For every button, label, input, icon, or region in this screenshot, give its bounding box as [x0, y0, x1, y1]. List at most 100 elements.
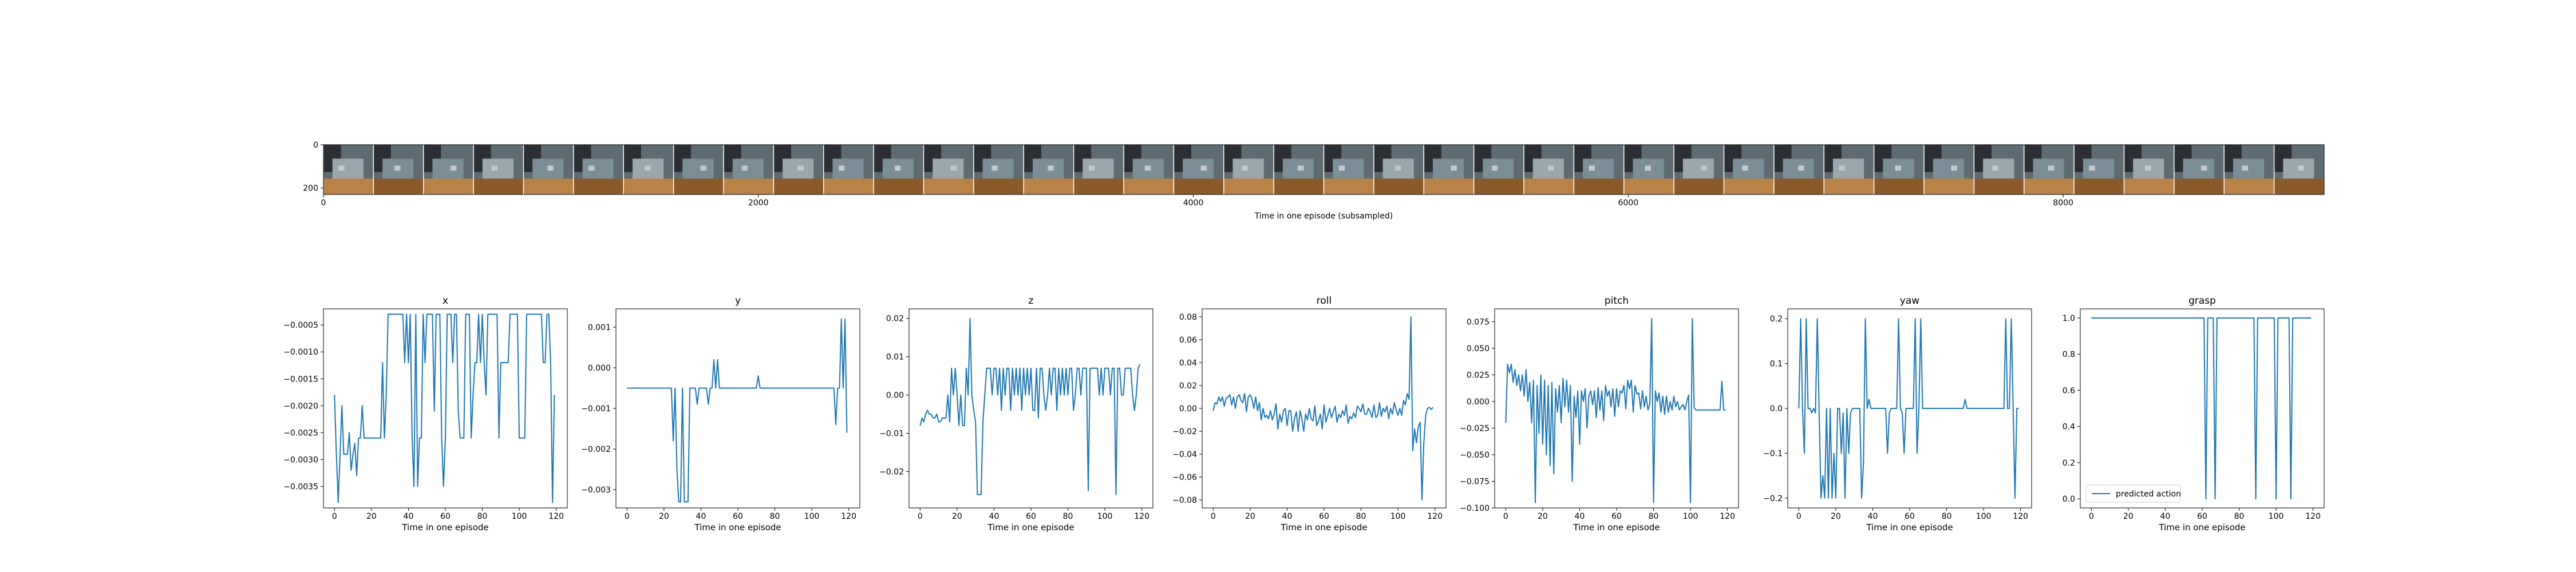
x-tick-label: 20: [659, 512, 669, 521]
episode-frame-thumbnail: [1423, 145, 1475, 194]
frame-bin: [2233, 158, 2265, 180]
frame-bin: [1082, 158, 1114, 180]
frame-bin: [482, 158, 514, 180]
frame-bin: [1583, 158, 1614, 180]
x-tick-label: 40: [2160, 512, 2171, 521]
frame-object: [1088, 165, 1095, 171]
frame-floor: [1323, 178, 1374, 194]
plot-frame: [615, 308, 860, 509]
x-tick-label: 100: [2269, 512, 2284, 521]
frame-bin: [832, 158, 864, 180]
x-tick-label: 80: [1356, 512, 1366, 521]
x-tick-label: 120: [2013, 512, 2028, 521]
frame-object: [1451, 165, 1457, 171]
x-tick-label: 120: [548, 512, 564, 521]
frame-floor: [1724, 178, 1775, 194]
strip-x-tick-label: 6000: [1618, 198, 1639, 208]
x-tick-label: 100: [804, 512, 820, 521]
frame-floor: [1473, 178, 1524, 194]
y-tick-label: −0.08: [1172, 496, 1197, 505]
x-tick-label: 80: [1942, 512, 1952, 521]
frame-bin: [1483, 158, 1514, 180]
frame-bin: [332, 158, 364, 180]
frame-bin: [732, 158, 764, 180]
x-tick-label: 0: [1211, 512, 1216, 521]
y-tick-label: 0.8: [2063, 350, 2075, 359]
x-tick-label: 100: [1097, 512, 1113, 521]
frame-object: [797, 165, 804, 171]
x-tick-label: 40: [1868, 512, 1878, 521]
x-tick-label: 20: [366, 512, 377, 521]
series-line: [2091, 317, 2312, 500]
y-tick-label: 0.01: [886, 353, 904, 362]
y-tick-label: 0.000: [1467, 398, 1490, 407]
frame-floor: [2224, 178, 2275, 194]
episode-frame-thumbnail: [923, 145, 974, 194]
y-tick-label: −0.0030: [283, 455, 318, 464]
episode-frame-thumbnail: [2073, 145, 2124, 194]
y-tick-label: −0.0025: [283, 428, 318, 438]
series-line: [1505, 317, 1726, 503]
x-tick-label: 80: [770, 512, 780, 521]
episode-frame-thumbnail: [1173, 145, 1224, 194]
frame-object: [1298, 165, 1304, 171]
x-tick-label: 0: [918, 512, 923, 521]
plot-frame: [2080, 308, 2325, 509]
y-tick-label: −0.002: [581, 445, 611, 454]
y-tick-label: 0.050: [1467, 344, 1490, 353]
frame-object: [894, 165, 901, 171]
x-tick-label: 40: [696, 512, 706, 521]
x-tick-label: 100: [1683, 512, 1698, 521]
legend-box: [2085, 484, 2181, 503]
x-tick-label: 0: [1796, 512, 1801, 521]
frame-floor: [2124, 178, 2175, 194]
y-tick-label: −0.0015: [283, 375, 318, 384]
episode-frame-thumbnail: [1673, 145, 1724, 194]
frame-object: [838, 165, 845, 171]
panel-z: z 0 20 40 60 80 100 120 −0.02 −0.01 0.00 0.01 0.02 Ti…: [879, 295, 1153, 533]
y-tick-label: 0.6: [2063, 386, 2075, 395]
frame-object: [2048, 165, 2055, 171]
episode-frame-thumbnail: [1773, 145, 1824, 194]
frame-floor: [323, 178, 374, 194]
y-tick-label: −0.06: [1172, 473, 1197, 482]
x-tick-label: 20: [952, 512, 962, 521]
frame-object: [450, 165, 457, 171]
frame-floor: [1574, 178, 1625, 194]
legend: predicted action: [2085, 484, 2181, 503]
panel-title: roll: [1317, 295, 1332, 307]
y-tick-label: 0.00: [886, 391, 904, 400]
plot-frame: [1202, 308, 1447, 509]
frame-object: [338, 165, 345, 171]
strip-x-tick-label: 2000: [748, 198, 769, 208]
y-tick-label: 0.1: [1770, 360, 1783, 369]
episode-frame-thumbnail: [873, 145, 924, 194]
frame-floor: [1623, 178, 1674, 194]
plot-frame: [323, 308, 568, 509]
x-tick-label: 120: [2305, 512, 2321, 521]
frame-object: [1645, 165, 1651, 171]
frame-object: [1200, 165, 1207, 171]
series-line: [919, 317, 1141, 495]
frame-floor: [1223, 178, 1274, 194]
frame-object: [547, 165, 554, 171]
y-tick-label: 0.04: [1179, 359, 1197, 368]
strip-frame: [323, 144, 2325, 195]
frame-floor: [673, 178, 724, 194]
episode-frame-thumbnail: [1473, 145, 1524, 194]
y-tick-label: 0.02: [886, 315, 904, 324]
episode-frame-thumbnail: [973, 145, 1024, 194]
frame-floor: [1274, 178, 1324, 194]
y-tick-label: 0.075: [1467, 317, 1490, 327]
frame-bin: [682, 158, 714, 180]
x-tick-label: 80: [477, 512, 488, 521]
episode-frame-thumbnail: [673, 145, 724, 194]
y-tick-label: 0.025: [1467, 371, 1490, 380]
frame-object: [2089, 165, 2095, 171]
frame-object: [1839, 165, 1845, 171]
frame-floor: [923, 178, 974, 194]
y-tick-label: 0.001: [588, 323, 611, 332]
frame-floor: [823, 178, 874, 194]
frame-floor: [1874, 178, 1925, 194]
frame-floor: [573, 178, 624, 194]
